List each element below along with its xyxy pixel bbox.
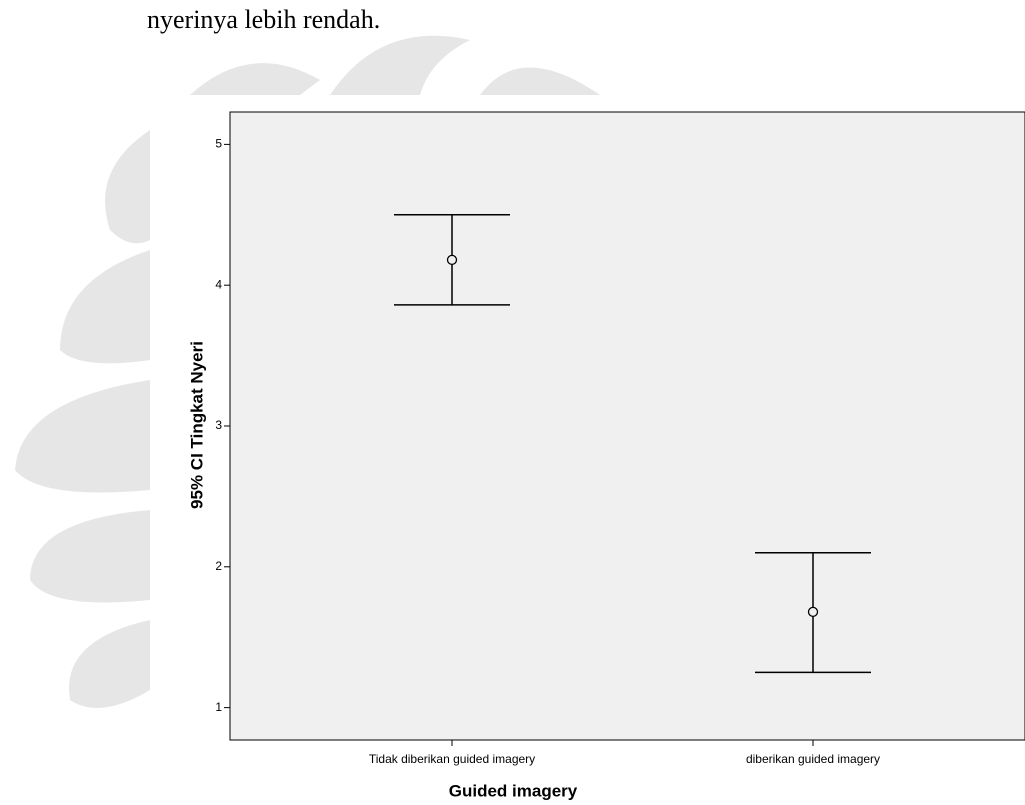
y-tick-label: 4	[215, 277, 222, 291]
x-tick-label: Tidak diberikan guided imagery	[369, 752, 535, 766]
y-tick-label: 5	[215, 137, 222, 151]
plot-area	[230, 112, 1025, 740]
mean-point	[809, 607, 818, 616]
y-axis-label: 95% CI Tingkat Nyeri	[187, 341, 206, 509]
mean-point	[448, 255, 457, 264]
x-axis-label: Guided imagery	[449, 781, 578, 800]
x-tick-label: diberikan guided imagery	[746, 752, 880, 766]
document-text: nyerinya lebih rendah.	[147, 5, 380, 34]
y-tick-label: 2	[215, 559, 222, 573]
page: nyerinya lebih rendah. 95% CI Tingkat Ny…	[0, 0, 1025, 805]
chart: nyerinya lebih rendah. 95% CI Tingkat Ny…	[0, 0, 1025, 805]
y-tick-label: 1	[215, 700, 222, 714]
y-tick-label: 3	[215, 418, 222, 432]
